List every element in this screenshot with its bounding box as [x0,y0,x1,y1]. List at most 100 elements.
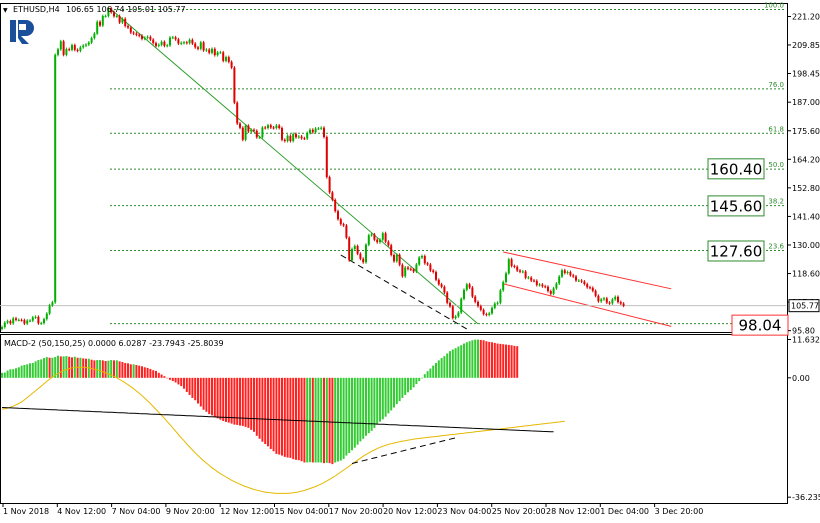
macd-histogram-bar [440,358,443,378]
time-axis: 1 Nov 2018 4 Nov 12:00 7 Nov 04:00 9 Nov 20… [2,503,704,516]
candle-body [59,41,62,50]
macd-histogram-bar [317,377,320,463]
macd-histogram-bar [398,377,401,402]
candle-body [191,39,194,44]
macd-histogram-bar [320,377,323,463]
macd-histogram-bar [244,377,247,427]
macd-histogram-bar [219,377,222,420]
candle-body [589,287,591,289]
macd-histogram-bar [267,377,269,447]
candle-body [502,282,505,291]
price-axis-tick-label: 141.40 [792,212,820,221]
candle-body [211,48,213,53]
macd-histogram-bar [362,377,365,439]
candle-body [535,280,538,286]
candle-body [3,322,6,328]
symbol-menu-arrow[interactable]: ▼ [3,7,8,14]
macd-histogram-bar [409,377,412,391]
macd-histogram-bar [143,367,146,378]
candle-body [309,129,311,134]
price-axis-tick-label: 198.45 [792,70,820,79]
candle-body [177,39,180,44]
candle-body [530,277,533,281]
candle-body [96,21,99,34]
candle-body [524,271,527,278]
macd-histogram-bar [54,357,57,378]
candle-body [345,225,348,238]
macd-histogram-bar [135,364,138,378]
macd-divergence-line [351,436,459,464]
candle-body [591,287,594,291]
candle-body [239,123,241,128]
macd-histogram-bar [129,364,132,378]
macd-histogram-bar [295,377,297,460]
candle-body [516,266,519,271]
macd-histogram-bar [138,365,141,378]
fib-level-label: 38.2 [768,198,784,206]
candle-body [460,298,463,313]
candle-body [491,307,493,314]
macd-histogram-bar [323,377,325,464]
macd-histogram-bar [127,363,129,378]
target-label-box [707,240,765,262]
target-label-text: 145.60 [710,197,763,215]
candle-body [600,299,603,302]
candle-body [465,284,468,290]
macd-histogram-bar [155,370,157,378]
macd-histogram-bar [370,377,373,431]
candle-body [603,298,605,300]
candle-body [367,235,370,245]
macd-histogram-bar [306,377,309,463]
time-axis-tick-label: 7 Nov 04:00 [112,507,161,516]
macd-histogram-bar [283,377,286,457]
candle-body [423,255,426,264]
candle-body [227,57,230,62]
macd-histogram-bar [48,357,51,378]
candle-body [617,296,619,303]
candle-body [569,272,572,276]
candle-body [26,320,29,324]
macd-histogram-bar [65,356,68,378]
fib-level-label: 61.8 [768,125,784,133]
macd-axis-tick-label: 0.00 [792,374,810,383]
candle-body [143,37,146,39]
candle-body [328,177,331,193]
target-label-text: 98.04 [739,317,782,335]
macd-histogram-bar [328,377,331,464]
macd-histogram-bar [239,377,241,426]
candle-body [387,241,390,246]
macd-histogram-bar [107,360,110,378]
last-price-tag-text: 105.77 [791,302,819,311]
macd-histogram-bar [37,360,40,378]
macd-histogram-bar [121,362,124,378]
macd-histogram-bar [241,377,244,426]
macd-histogram-bar [113,360,115,378]
candle-body [222,52,225,61]
macd-histogram-bar [6,370,9,378]
candle-body [505,273,507,283]
candle-body [563,270,566,274]
macd-histogram-bar [141,366,143,378]
price-axis-tick-label: 164.20 [792,155,820,164]
macd-histogram-bar [432,365,435,378]
macd-histogram-bar [379,377,381,422]
macd-histogram-bar [367,377,370,434]
macd-histogram-bar [471,340,474,378]
candle-body [118,16,121,23]
time-axis-tick-label: 28 Nov 12:00 [546,507,600,516]
candle-body [463,289,465,299]
candle-body [1,327,3,329]
time-axis-tick-label: 3 Dec 20:00 [655,507,704,516]
candle-body [202,42,205,51]
time-axis-tick-label: 1 Dec 04:00 [600,507,649,516]
macd-histogram-bar [124,363,127,378]
macd-histogram-bar [491,342,493,378]
candle-body [104,16,107,18]
candle-body [479,306,482,310]
candle-body [429,264,432,271]
candle-body [37,316,40,324]
macd-histogram-bar [418,377,421,382]
candle-body [356,245,359,254]
candle-body [171,37,174,39]
